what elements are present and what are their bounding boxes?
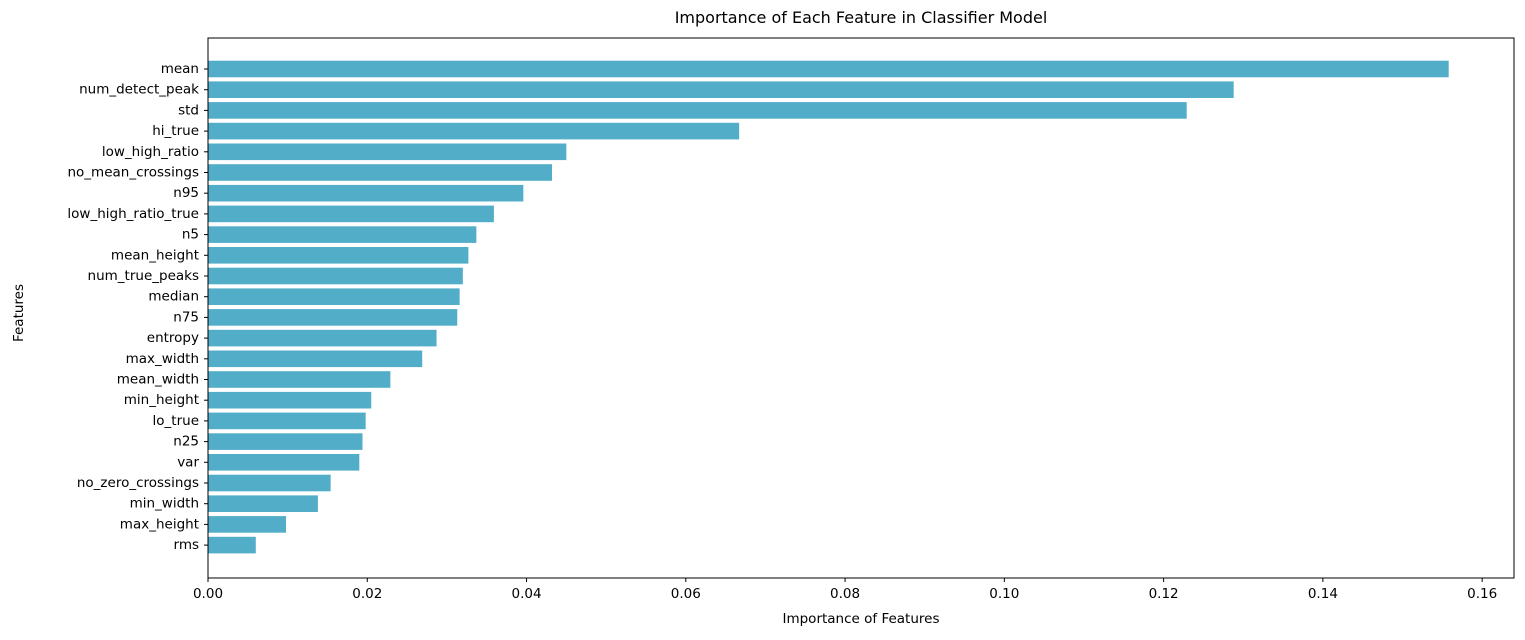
y-tick-label: mean_height (111, 247, 199, 263)
bar (208, 536, 256, 554)
y-tick-label: std (178, 102, 199, 118)
bar (208, 329, 437, 347)
y-axis-label: Features (11, 283, 27, 343)
y-tick-label: min_height (124, 392, 199, 408)
y-tick-label: lo_true (153, 413, 199, 429)
y-tick-label: entropy (147, 330, 199, 346)
y-tick-label: num_true_peaks (88, 268, 199, 284)
bar (208, 495, 318, 512)
y-tick-label: low_high_ratio_true (67, 206, 199, 222)
bar (208, 205, 494, 223)
y-tick-label: no_mean_crossings (67, 165, 199, 181)
bar (208, 309, 458, 326)
y-tick-label: no_zero_crossings (77, 475, 199, 491)
x-tick-label: 0.16 (1467, 586, 1497, 602)
bar (208, 60, 1449, 78)
bar (208, 371, 391, 388)
bar (208, 164, 553, 181)
bar (208, 102, 1187, 119)
bar (208, 454, 360, 471)
bar (208, 516, 287, 533)
bar (208, 184, 524, 202)
y-tick-label: median (148, 289, 199, 305)
chart-title: Importance of Each Feature in Classifier… (674, 8, 1048, 27)
x-tick-label: 0.14 (1308, 586, 1338, 602)
bar (208, 226, 477, 243)
x-tick-label: 0.10 (989, 586, 1019, 602)
bar (208, 288, 460, 305)
x-tick-label: 0.12 (1149, 586, 1179, 602)
y-tick-label: n25 (173, 434, 199, 450)
bar (208, 474, 331, 492)
bar (208, 412, 366, 430)
bar (208, 81, 1234, 98)
y-tick-label: var (177, 454, 199, 470)
bar (208, 247, 469, 264)
bar (208, 122, 740, 140)
y-tick-label: low_high_ratio (102, 144, 199, 160)
y-tick-label: mean (161, 61, 199, 77)
bar (208, 267, 463, 285)
y-tick-label: n5 (182, 227, 199, 243)
y-tick-label: mean_width (117, 372, 199, 388)
bar (208, 391, 372, 409)
x-tick-label: 0.08 (830, 586, 860, 602)
bar (208, 143, 567, 161)
bar (208, 350, 423, 368)
y-tick-label: num_detect_peak (79, 82, 199, 98)
y-tick-label: hi_true (152, 123, 199, 139)
y-tick-label: n75 (173, 309, 199, 325)
plot-frame (207, 37, 1515, 579)
x-tick-label: 0.04 (512, 586, 542, 602)
bar (208, 433, 363, 450)
x-tick-label: 0.02 (352, 586, 382, 602)
x-tick-label: 0.00 (193, 586, 223, 602)
y-tick-label: rms (174, 537, 200, 553)
x-tick-label: 0.06 (671, 586, 701, 602)
y-tick-label: max_height (120, 516, 199, 532)
y-tick-label: n95 (173, 185, 199, 201)
y-tick-label: max_width (126, 351, 199, 367)
x-axis-label: Importance of Features (782, 611, 940, 627)
y-tick-label: min_width (130, 496, 199, 512)
